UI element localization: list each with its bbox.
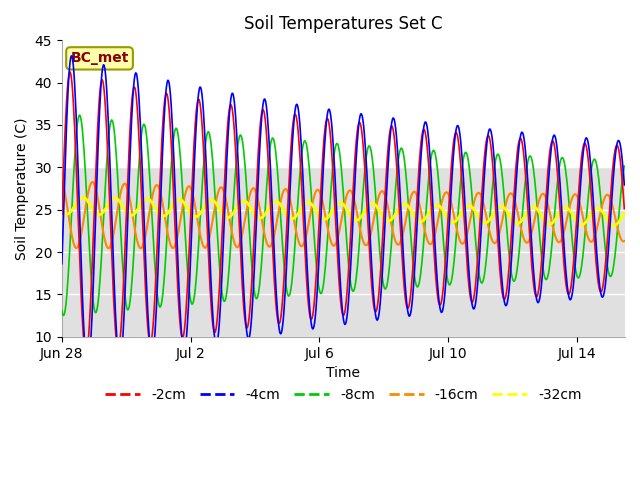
Title: Soil Temperatures Set C: Soil Temperatures Set C	[244, 15, 443, 33]
X-axis label: Time: Time	[326, 366, 360, 380]
Bar	[62, 40, 625, 168]
Text: BC_met: BC_met	[70, 51, 129, 65]
Y-axis label: Soil Temperature (C): Soil Temperature (C)	[15, 117, 29, 260]
Legend: -2cm, -4cm, -8cm, -16cm, -32cm: -2cm, -4cm, -8cm, -16cm, -32cm	[100, 383, 587, 408]
